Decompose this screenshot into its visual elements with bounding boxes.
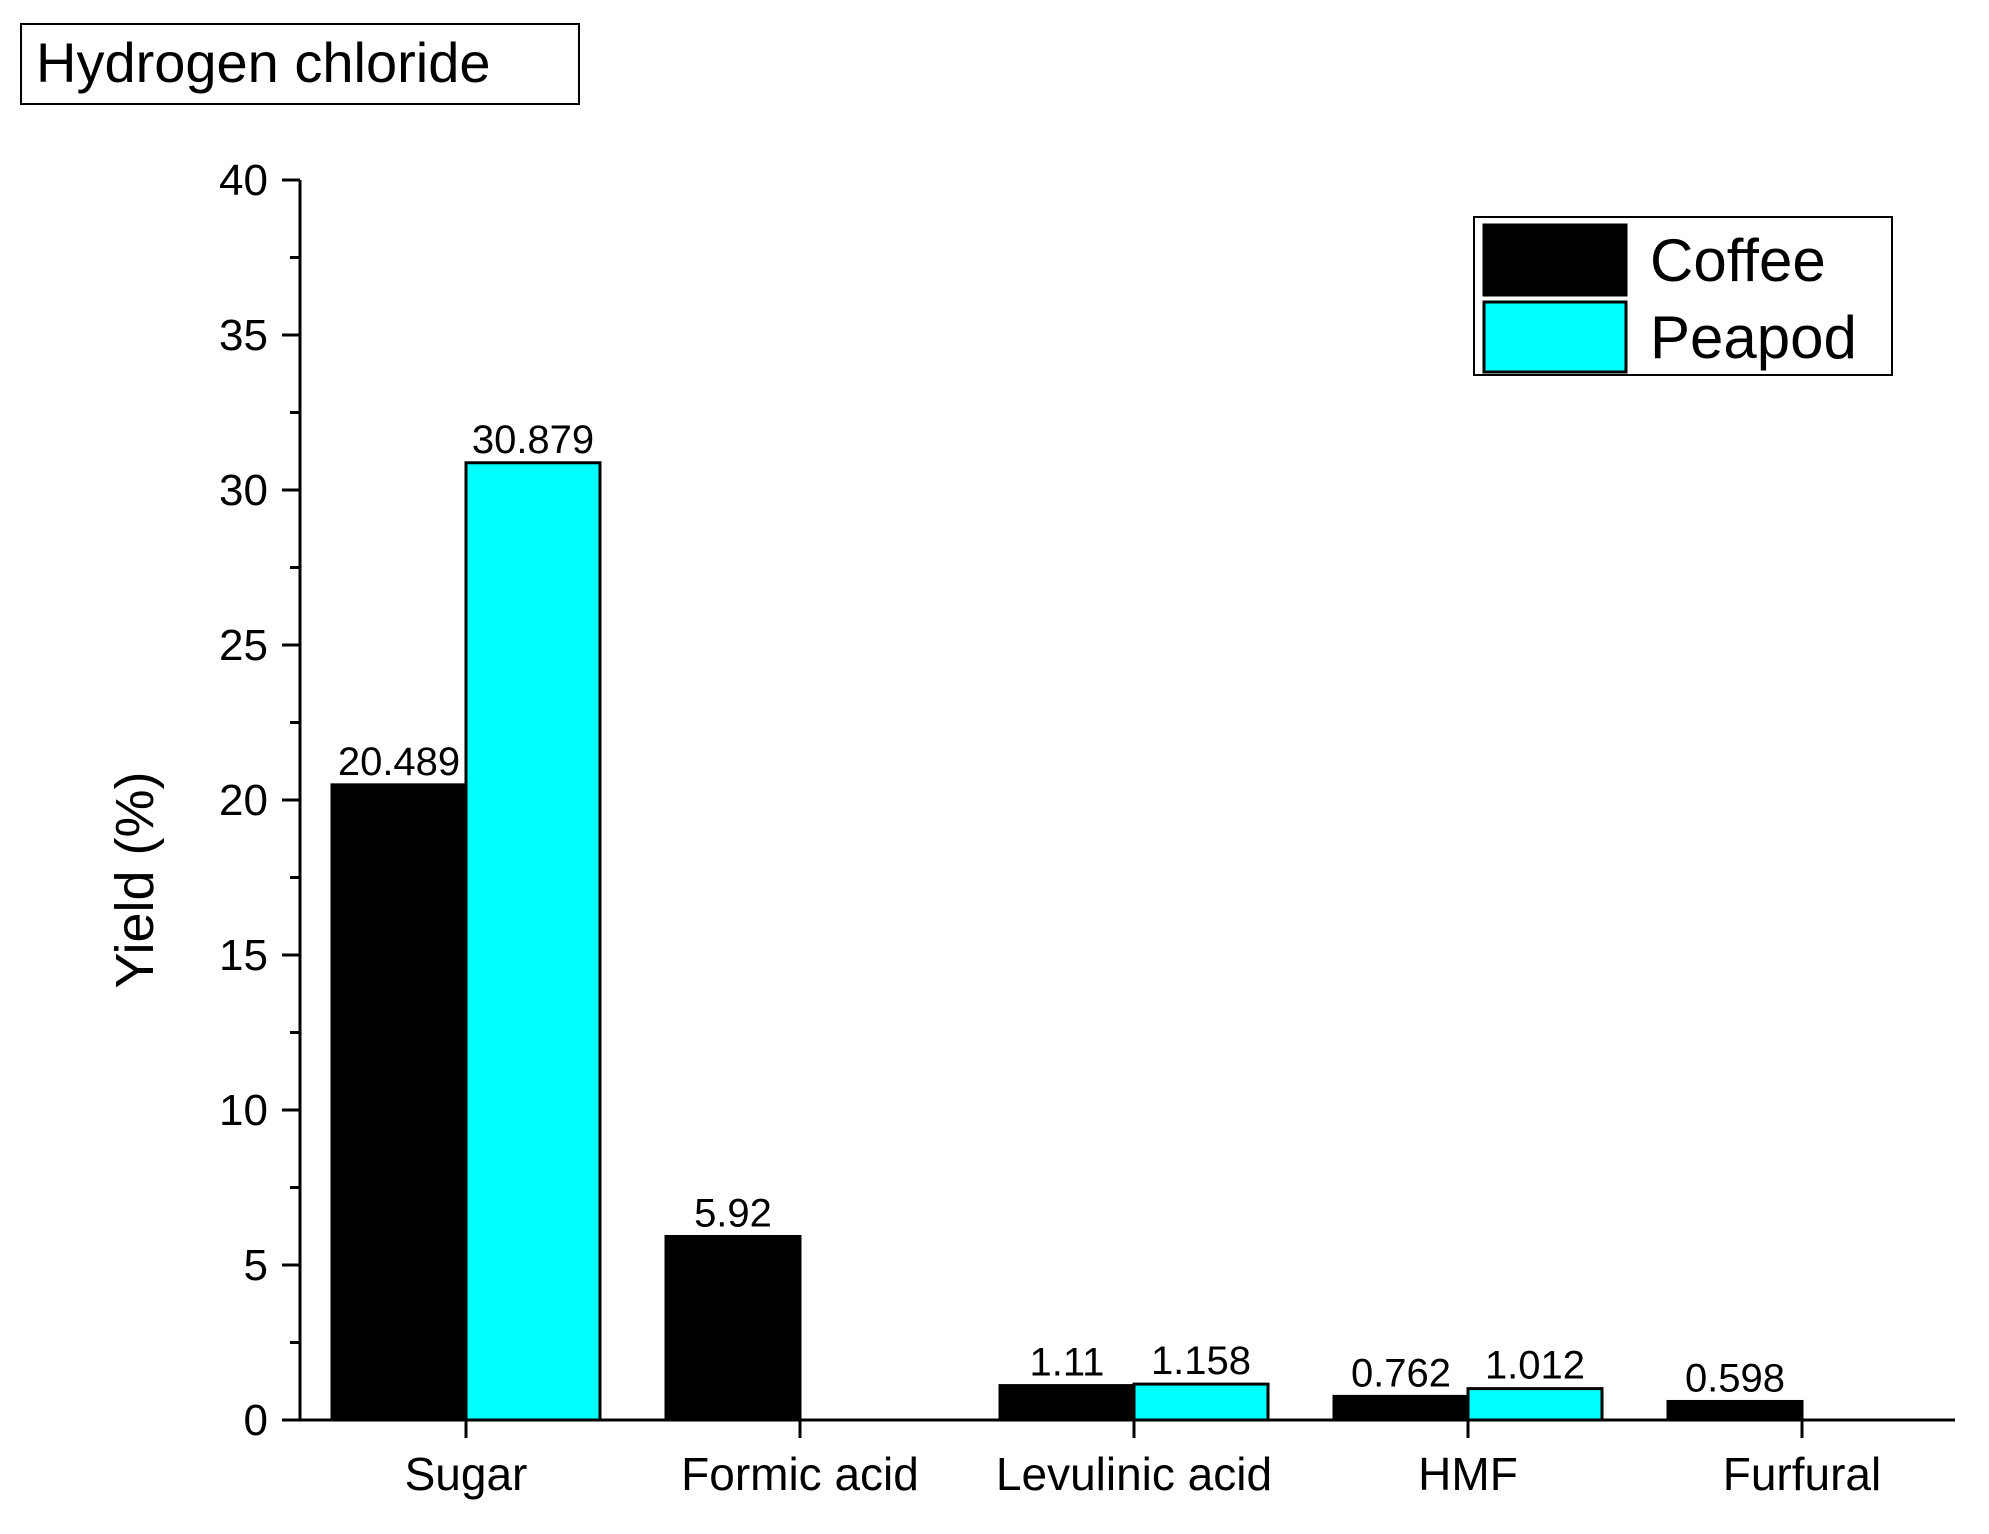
x-category-label: Furfural xyxy=(1723,1448,1881,1500)
legend: Coffee Peapod xyxy=(1473,216,1893,376)
data-label: 20.489 xyxy=(338,740,460,784)
panel-label-text: Hydrogen chloride xyxy=(36,31,490,94)
y-tick-label: 10 xyxy=(219,1086,268,1135)
data-label: 0.762 xyxy=(1351,1351,1451,1395)
bar-peapod-levulinic-acid xyxy=(1132,1382,1270,1422)
legend-swatch-coffee xyxy=(1482,223,1628,297)
data-label: 0.598 xyxy=(1685,1356,1785,1400)
bar-peapod-sugar xyxy=(464,461,602,1422)
data-label: 1.158 xyxy=(1151,1339,1251,1383)
legend-label-peapod: Peapod xyxy=(1650,304,1857,371)
data-label: 1.11 xyxy=(1030,1341,1105,1385)
data-label: 5.92 xyxy=(694,1191,772,1235)
y-tick-label: 35 xyxy=(219,311,268,360)
bar-coffee-sugar xyxy=(330,783,468,1422)
y-tick-label: 15 xyxy=(219,931,268,980)
data-labels: 20.489 5.92 1.11 0.762 0.598 30.879 1.158 1.012 xyxy=(338,418,1785,1401)
y-tick-label: 20 xyxy=(219,776,268,825)
bars xyxy=(330,461,1804,1422)
y-tick-label: 25 xyxy=(219,621,268,670)
x-category-label: HMF xyxy=(1418,1448,1518,1500)
y-axis: 0 5 10 15 20 25 30 35 40 xyxy=(219,156,302,1445)
data-label: 1.012 xyxy=(1485,1344,1585,1388)
legend-label-coffee: Coffee xyxy=(1650,227,1826,294)
x-axis: Sugar Formic acid Levulinic acid HMF Furfura… xyxy=(300,1418,1955,1500)
panel-label: Hydrogen chloride xyxy=(20,23,580,105)
y-tick-label: 0 xyxy=(244,1396,268,1445)
data-label: 30.879 xyxy=(472,418,594,462)
bar-coffee-levulinic-acid xyxy=(998,1384,1136,1422)
legend-swatch-peapod xyxy=(1482,300,1628,374)
bar-peapod-hmf xyxy=(1466,1387,1604,1422)
y-axis-title: Yield (%) xyxy=(105,771,165,988)
bar-coffee-formic-acid xyxy=(664,1234,802,1422)
y-tick-label: 40 xyxy=(219,156,268,205)
y-tick-label: 30 xyxy=(219,466,268,515)
y-tick-label: 5 xyxy=(244,1241,268,1290)
bar-coffee-hmf xyxy=(1332,1394,1470,1422)
x-category-label: Formic acid xyxy=(681,1448,919,1500)
x-category-label: Sugar xyxy=(405,1448,528,1500)
bar-coffee-furfural xyxy=(1666,1399,1804,1422)
x-category-label: Levulinic acid xyxy=(996,1448,1272,1500)
